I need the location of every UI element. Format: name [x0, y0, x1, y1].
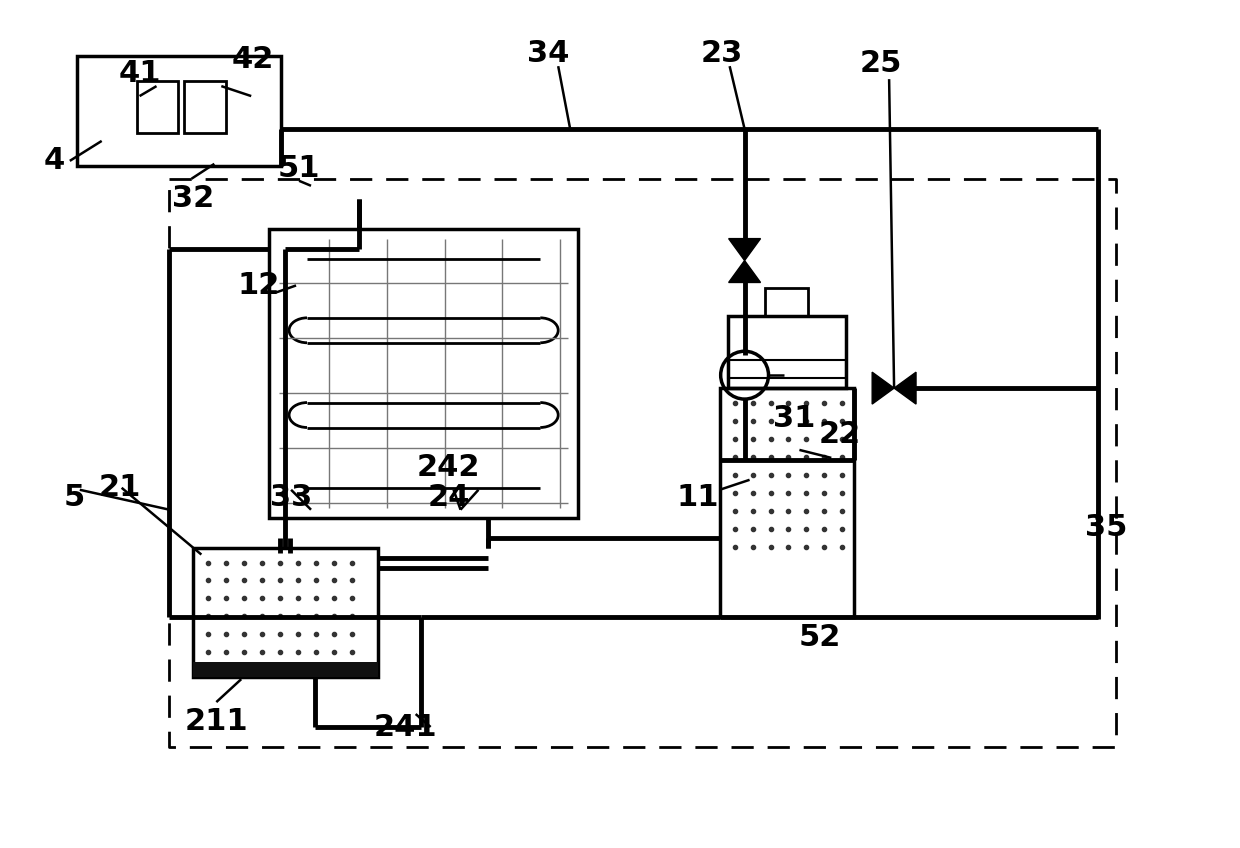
- Polygon shape: [872, 372, 894, 404]
- Text: 34: 34: [527, 39, 569, 68]
- Polygon shape: [729, 260, 760, 282]
- Polygon shape: [894, 372, 916, 404]
- Bar: [728, 316, 846, 388]
- Bar: [719, 388, 854, 617]
- Text: 24: 24: [428, 483, 470, 512]
- Bar: [728, 360, 846, 378]
- Bar: [77, 56, 281, 166]
- Text: 21: 21: [98, 473, 141, 502]
- Text: 51: 51: [278, 154, 320, 183]
- Text: 42: 42: [232, 45, 274, 74]
- Text: 4: 4: [43, 147, 64, 176]
- Text: 11: 11: [677, 483, 719, 512]
- Text: 31: 31: [774, 404, 816, 432]
- Text: 211: 211: [185, 706, 248, 735]
- Bar: [269, 229, 578, 517]
- Bar: [193, 662, 378, 678]
- Bar: [136, 81, 179, 133]
- Text: 52: 52: [799, 622, 841, 652]
- Polygon shape: [729, 238, 760, 260]
- Text: 12: 12: [238, 271, 280, 300]
- Bar: [185, 81, 226, 133]
- Text: 25: 25: [861, 48, 903, 78]
- Text: 241: 241: [374, 712, 438, 741]
- Text: 33: 33: [270, 483, 312, 512]
- Text: 41: 41: [118, 59, 161, 87]
- Text: 242: 242: [417, 454, 480, 483]
- Text: 35: 35: [1085, 513, 1127, 542]
- Text: 22: 22: [818, 421, 861, 449]
- Text: 23: 23: [701, 39, 743, 68]
- Text: 32: 32: [172, 184, 215, 213]
- Bar: [193, 548, 378, 678]
- Bar: [765, 288, 808, 316]
- Text: 5: 5: [63, 483, 84, 512]
